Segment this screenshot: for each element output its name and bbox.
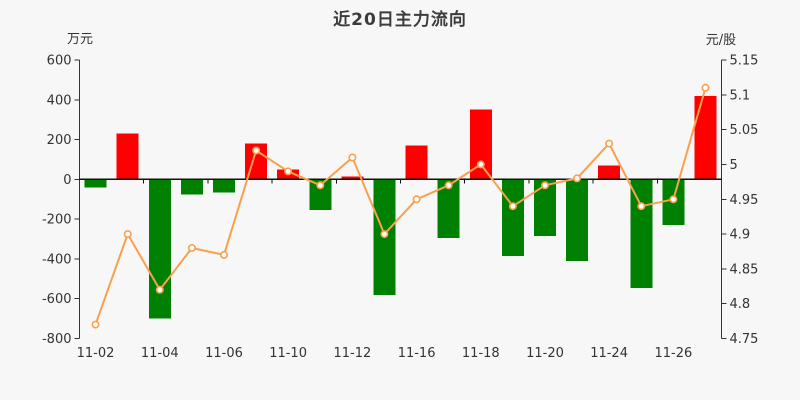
price-point (508, 202, 517, 211)
flow-bar (598, 165, 621, 180)
right-axis-tick-label: 5.05 (730, 123, 759, 138)
flow-bar (341, 176, 364, 180)
right-axis-tick-label: 5.1 (730, 88, 751, 103)
price-point (155, 285, 164, 294)
x-axis-date-label: 11-06 (205, 346, 243, 361)
right-axis-tick-label: 4.95 (730, 193, 759, 208)
price-point (605, 139, 614, 148)
flow-bar (630, 179, 653, 288)
price-point (701, 83, 710, 92)
left-axis-tick-label: 0 (63, 173, 71, 188)
price-point (540, 181, 549, 190)
chart-title: 近20日主力流向 (333, 10, 467, 30)
price-point (572, 174, 581, 183)
flow-bar (469, 109, 492, 180)
price-point (123, 230, 132, 239)
flow-bar (437, 179, 460, 239)
flow-bar (213, 179, 235, 193)
flow-bar (694, 95, 717, 180)
flow-bar (534, 179, 556, 237)
left-axis-tick-label: -600 (42, 292, 72, 307)
right-axis-tick-label: 5 (730, 158, 738, 173)
price-point (412, 195, 421, 204)
price-point (252, 146, 261, 155)
left-axis-tick-label: -200 (42, 213, 72, 228)
flow-bar (180, 179, 203, 195)
right-axis-tick-label: 4.8 (730, 297, 751, 312)
left-axis-tick-label: -800 (42, 332, 72, 347)
right-axis-tick-label: 5.15 (730, 54, 759, 69)
left-axis-tick-label: -400 (42, 252, 72, 267)
x-axis-date-label: 11-26 (655, 346, 693, 361)
price-line-group (91, 83, 710, 329)
x-axis-date-label: 11-20 (526, 346, 564, 361)
left-axis-tick-label: 200 (47, 133, 72, 148)
x-axis-date-label: 11-10 (269, 346, 307, 361)
price-point (637, 202, 646, 211)
price-point (348, 153, 357, 162)
left-axis-unit-label: 万元 (67, 32, 93, 47)
x-axis-date-label: 11-18 (462, 346, 500, 361)
left-axis-tick-label: 600 (47, 54, 72, 69)
flow-bar (566, 179, 588, 261)
axes-group: 600 400 200 0 -200 -400 -600 -800 万元 5.15 5.1 5.05 5… (42, 32, 758, 361)
price-point (284, 167, 293, 176)
price-point (444, 181, 453, 190)
x-axis-date-label: 11-16 (398, 346, 436, 361)
flow-bar (84, 179, 107, 188)
flow-bars-group (84, 95, 717, 319)
price-point (476, 160, 485, 169)
flow-bar (405, 145, 428, 180)
x-axis-date-label: 11-12 (334, 346, 372, 361)
left-axis-tick-label: 400 (47, 93, 72, 108)
flow-bar (116, 133, 139, 180)
flow-bar (148, 179, 171, 319)
price-point (187, 244, 196, 253)
right-axis-tick-label: 4.9 (730, 228, 751, 243)
right-axis-unit-label: 元/股 (706, 33, 736, 48)
x-axis-date-label: 11-04 (141, 346, 179, 361)
price-point (669, 195, 678, 204)
price-line (94, 86, 707, 326)
x-axis-date-label: 11-24 (590, 346, 628, 361)
price-point (316, 181, 325, 190)
price-point (380, 230, 389, 239)
flow-bar (309, 179, 332, 211)
x-axis-date-label: 11-02 (77, 346, 115, 361)
price-point (91, 320, 100, 329)
right-axis-tick-label: 4.75 (730, 332, 759, 347)
price-point (220, 250, 229, 259)
flow-bar (501, 179, 524, 256)
right-axis-tick-label: 4.85 (730, 262, 759, 277)
